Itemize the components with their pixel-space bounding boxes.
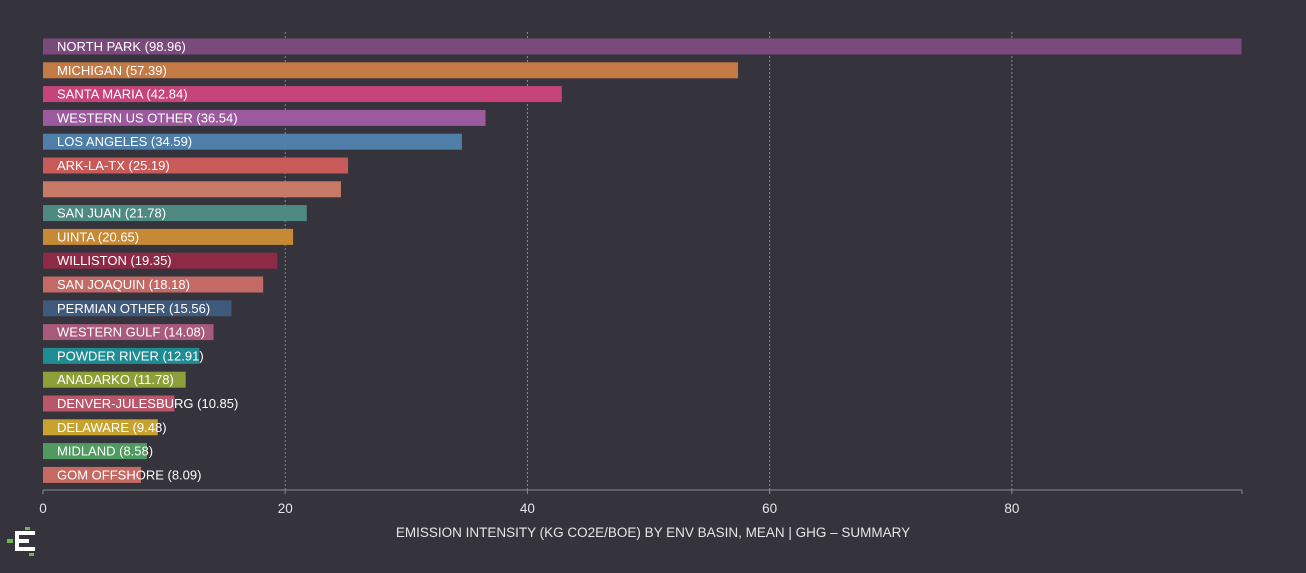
bar: [43, 228, 294, 245]
bar: [43, 466, 141, 483]
bar: [43, 347, 200, 364]
bar-label: GOM OFFSHORE (8.09): [57, 467, 201, 482]
bar: [43, 395, 175, 412]
bar: [43, 38, 1242, 55]
bar-label: MIDLAND (8.58): [57, 444, 153, 459]
x-axis: EMISSION INTENSITY (KG CO2E/BOE) BY ENV …: [39, 489, 1243, 540]
bar: [43, 133, 462, 150]
bar-label: ANADARKO (11.78): [57, 372, 174, 387]
bar-label: DENVER-JULESBURG (10.85): [57, 396, 238, 411]
bar-label: WESTERN US OTHER (36.54): [57, 110, 238, 125]
bar-label: SANTA MARIA (42.84): [57, 87, 188, 102]
bar: [43, 109, 486, 126]
bar: [43, 205, 307, 222]
bar-label: SAN JOAQUIN (18.18): [57, 277, 190, 292]
bar: [43, 300, 232, 317]
bar: [43, 276, 264, 293]
bar-label: SAN JUAN (21.78): [57, 206, 166, 221]
bar-label: POWDER RIVER (12.91): [57, 348, 204, 363]
bar: [43, 86, 562, 103]
x-tick-label: 60: [762, 501, 777, 516]
bars: NORTH PARK (98.96) MICHIGAN (57.39) SANTA …: [43, 38, 1242, 483]
x-tick-label: 80: [1004, 501, 1019, 516]
bar: [43, 443, 147, 460]
bar-label: ARK-LA-TX (25.19): [57, 158, 170, 173]
bar-label: LOS ANGELES (34.59): [57, 134, 192, 149]
bar-label: NORTH PARK (98.96): [57, 39, 186, 54]
bar-label: PERMIAN OTHER (15.56): [57, 301, 210, 316]
bar-label: WESTERN GULF (14.08): [57, 325, 205, 340]
bar: [43, 62, 739, 79]
x-axis-label: EMISSION INTENSITY (KG CO2E/BOE) BY ENV …: [396, 525, 910, 540]
bar-label: WILLISTON (19.35): [57, 253, 172, 268]
gridlines: [284, 32, 1013, 490]
bar: [43, 371, 186, 388]
bar: [43, 181, 341, 198]
bar: [43, 252, 278, 269]
bar-label: UINTA (20.65): [57, 229, 139, 244]
bar: [43, 419, 158, 436]
x-tick-label: 20: [278, 501, 293, 516]
bar: [43, 324, 214, 341]
brand-logo-icon: [7, 527, 37, 559]
bar-label: DELAWARE (9.48): [57, 420, 167, 435]
bar-label: MICHIGAN (57.39): [57, 63, 167, 78]
x-tick-label: 40: [520, 501, 535, 516]
bar: [43, 157, 349, 174]
x-tick-label: 0: [39, 501, 47, 516]
